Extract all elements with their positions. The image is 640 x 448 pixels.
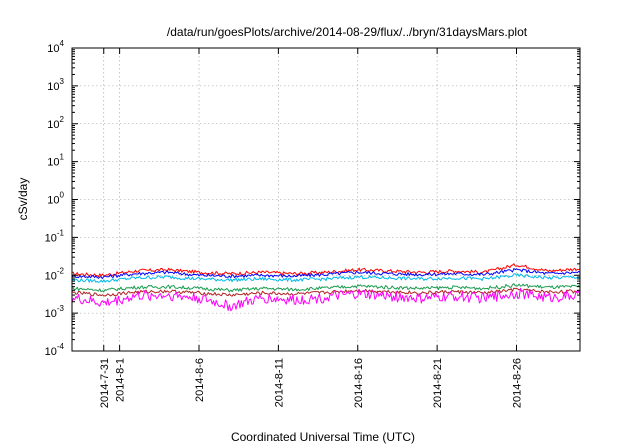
x-axis: 2014-7-31 2014-8-1 2014-8-6 2014-8-11 2014-8…: [99, 48, 524, 408]
x-axis-label: Coordinated Universal Time (UTC): [231, 430, 415, 444]
series-group: [71, 263, 581, 312]
y-axis: 10-4 10-3 10-2 10-1 100 101 102 103 104: [45, 39, 580, 358]
y-tick-label: 103: [47, 77, 64, 93]
series-line: [71, 273, 581, 283]
y-tick-label: 10-1: [45, 228, 65, 244]
y-tick-label: 100: [47, 191, 64, 207]
x-tick-label: 2014-8-11: [273, 358, 285, 407]
x-tick-label: 2014-7-31: [99, 358, 111, 408]
grid: [72, 48, 580, 351]
y-axis-label: cSv/day: [16, 178, 30, 221]
y-tick-label: 102: [47, 115, 64, 131]
series-line: [71, 283, 581, 293]
series-line: [71, 263, 581, 278]
x-tick-label: 2014-8-26: [512, 358, 524, 408]
y-tick-label: 10-3: [45, 304, 65, 320]
y-tick-label: 101: [47, 153, 64, 169]
series-line: [71, 268, 581, 280]
y-tick-label: 104: [47, 39, 64, 55]
x-tick-label: 2014-8-6: [194, 358, 206, 402]
y-tick-label: 10-4: [45, 342, 65, 358]
x-tick-label: 2014-8-21: [432, 358, 444, 408]
x-tick-label: 2014-8-16: [353, 358, 365, 408]
y-tick-label: 10-2: [45, 266, 65, 282]
chart-title: /data/run/goesPlots/archive/2014-08-29/f…: [167, 25, 528, 39]
x-tick-label: 2014-8-1: [115, 358, 127, 402]
series-line: [71, 287, 581, 312]
